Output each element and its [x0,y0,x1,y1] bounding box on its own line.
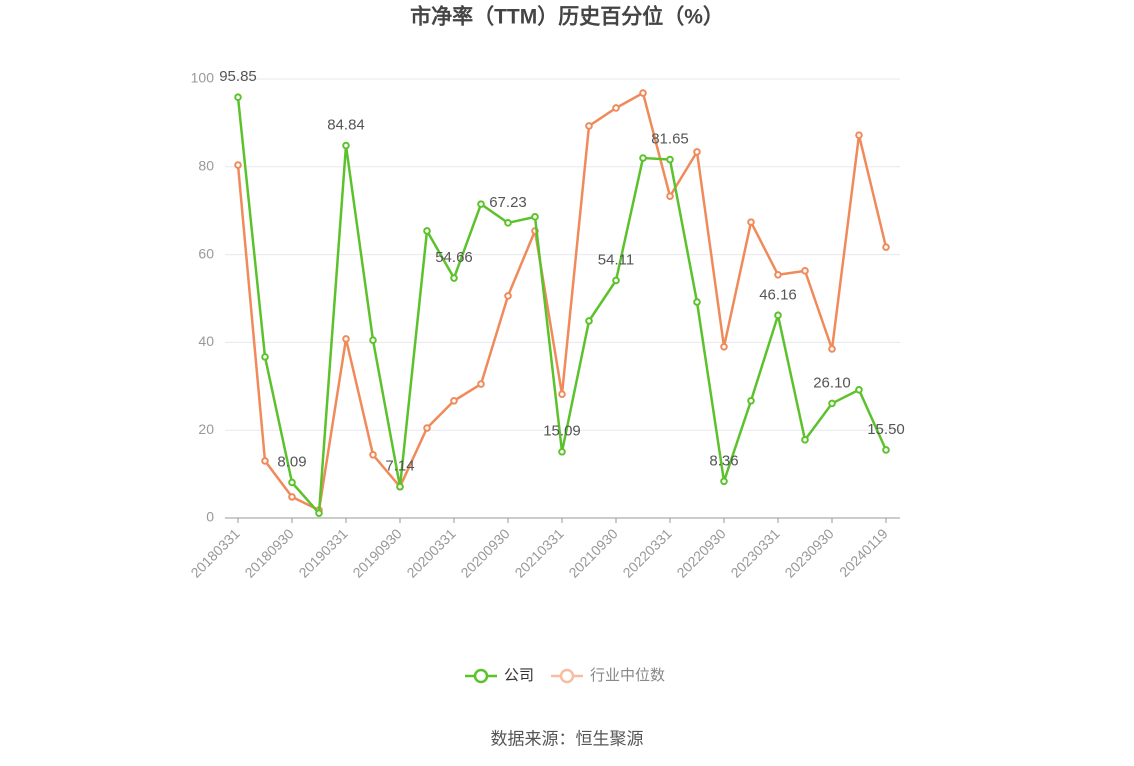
x-tick-label: 20230331 [727,525,783,581]
point [882,243,890,251]
x-tick-label: 20220331 [619,525,675,581]
x-tick-label: 20180930 [241,525,297,581]
y-tick-label: 20 [198,421,214,437]
point [450,274,458,282]
point [639,89,647,97]
point [801,436,809,444]
data-label: 15.09 [543,423,581,440]
x-tick-label: 20190930 [349,525,405,581]
point [585,122,593,130]
point [477,380,485,388]
point [666,192,674,201]
point [369,336,377,345]
data-label: 8.09 [277,453,306,470]
data-label: 81.65 [651,131,689,148]
point [234,93,242,102]
point [504,292,512,300]
point [423,227,431,235]
point [882,446,890,454]
point [315,509,323,517]
y-tick-label: 40 [198,333,214,349]
point [774,270,782,279]
point [531,213,539,221]
point [288,478,296,487]
point [747,218,755,226]
point [693,298,701,306]
data-label: 95.85 [219,68,257,85]
point [477,200,485,208]
point [612,104,620,112]
y-tick-label: 100 [191,70,215,86]
y-tick-label: 0 [206,509,214,525]
x-tick-label: 20210930 [565,525,621,581]
legend-label: 行业中位数 [590,667,665,684]
x-tick-label: 20200331 [403,525,459,581]
data-label: 15.50 [867,421,905,438]
x-tick-label: 20210331 [511,525,567,581]
point [423,424,431,432]
data-label: 54.11 [598,251,634,268]
point [396,482,404,491]
point [774,311,782,320]
point [261,457,269,465]
y-tick-label: 60 [198,245,214,261]
point [747,396,755,405]
point [288,493,296,501]
source: 数据来源：恒生聚源 [491,729,644,748]
point [612,276,620,285]
point [720,342,728,351]
data-label: 67.23 [489,194,527,211]
chart-title: 市净率（TTM）历史百分位（%） [410,5,724,29]
x-tick-label: 20190331 [295,525,351,581]
x-tick-label: 20200930 [457,525,513,581]
point [450,396,458,405]
point [234,161,242,169]
point [801,267,809,275]
point [720,477,728,486]
data-label: 26.10 [813,374,851,391]
point [855,131,863,139]
y-tick-label: 80 [198,158,214,174]
point [558,447,566,456]
point [666,155,674,164]
point [369,450,377,459]
point [558,390,566,399]
x-tick-label: 20230930 [781,525,837,581]
data-label: 54.66 [435,249,473,266]
point [693,148,701,156]
x-tick-label: 20240119 [836,525,891,580]
point [855,386,863,394]
legend-marker [473,668,489,684]
data-label: 8.36 [709,452,738,469]
point [639,154,647,162]
point [504,219,512,227]
point [261,353,269,361]
data-label: 7.14 [385,458,414,475]
data-label: 84.84 [327,117,365,134]
point [585,317,593,325]
x-tick-label: 20180331 [187,525,243,581]
data-label: 46.16 [759,286,797,303]
x-tick-label: 20220930 [673,525,729,581]
point [828,345,836,353]
legend-marker [559,668,575,684]
point [828,399,836,408]
point [342,335,350,343]
legend-label: 公司 [504,667,534,684]
point [342,141,350,150]
